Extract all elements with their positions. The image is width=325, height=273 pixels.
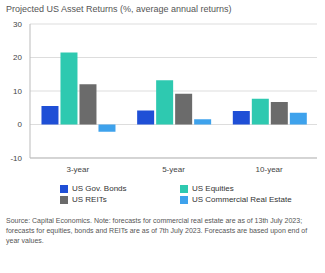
svg-text:5-year: 5-year: [162, 165, 185, 174]
html-text:US Gov. Bonds: US Gov. Bonds: [72, 184, 127, 193]
svg-text:20: 20: [13, 53, 22, 62]
svg-text:-10: -10: [10, 154, 22, 163]
html-text:Projected US Asset Returns (%,: Projected US Asset Returns (%, average a…: [6, 4, 232, 14]
html-text:US Commercial Real Estate: US Commercial Real Estate: [192, 195, 292, 204]
svg-text:10: 10: [13, 87, 22, 96]
svg-text:30: 30: [13, 20, 22, 29]
svg-text:10-year: 10-year: [256, 165, 283, 174]
svg-text:0: 0: [18, 120, 23, 129]
html-text:US REITs: US REITs: [72, 195, 107, 204]
html-text:US Equities: US Equities: [192, 184, 234, 193]
html-text:Source: Capital Economics. Not: Source: Capital Economics. Note: forecas…: [6, 217, 308, 244]
svg-text:3-year: 3-year: [66, 165, 89, 174]
